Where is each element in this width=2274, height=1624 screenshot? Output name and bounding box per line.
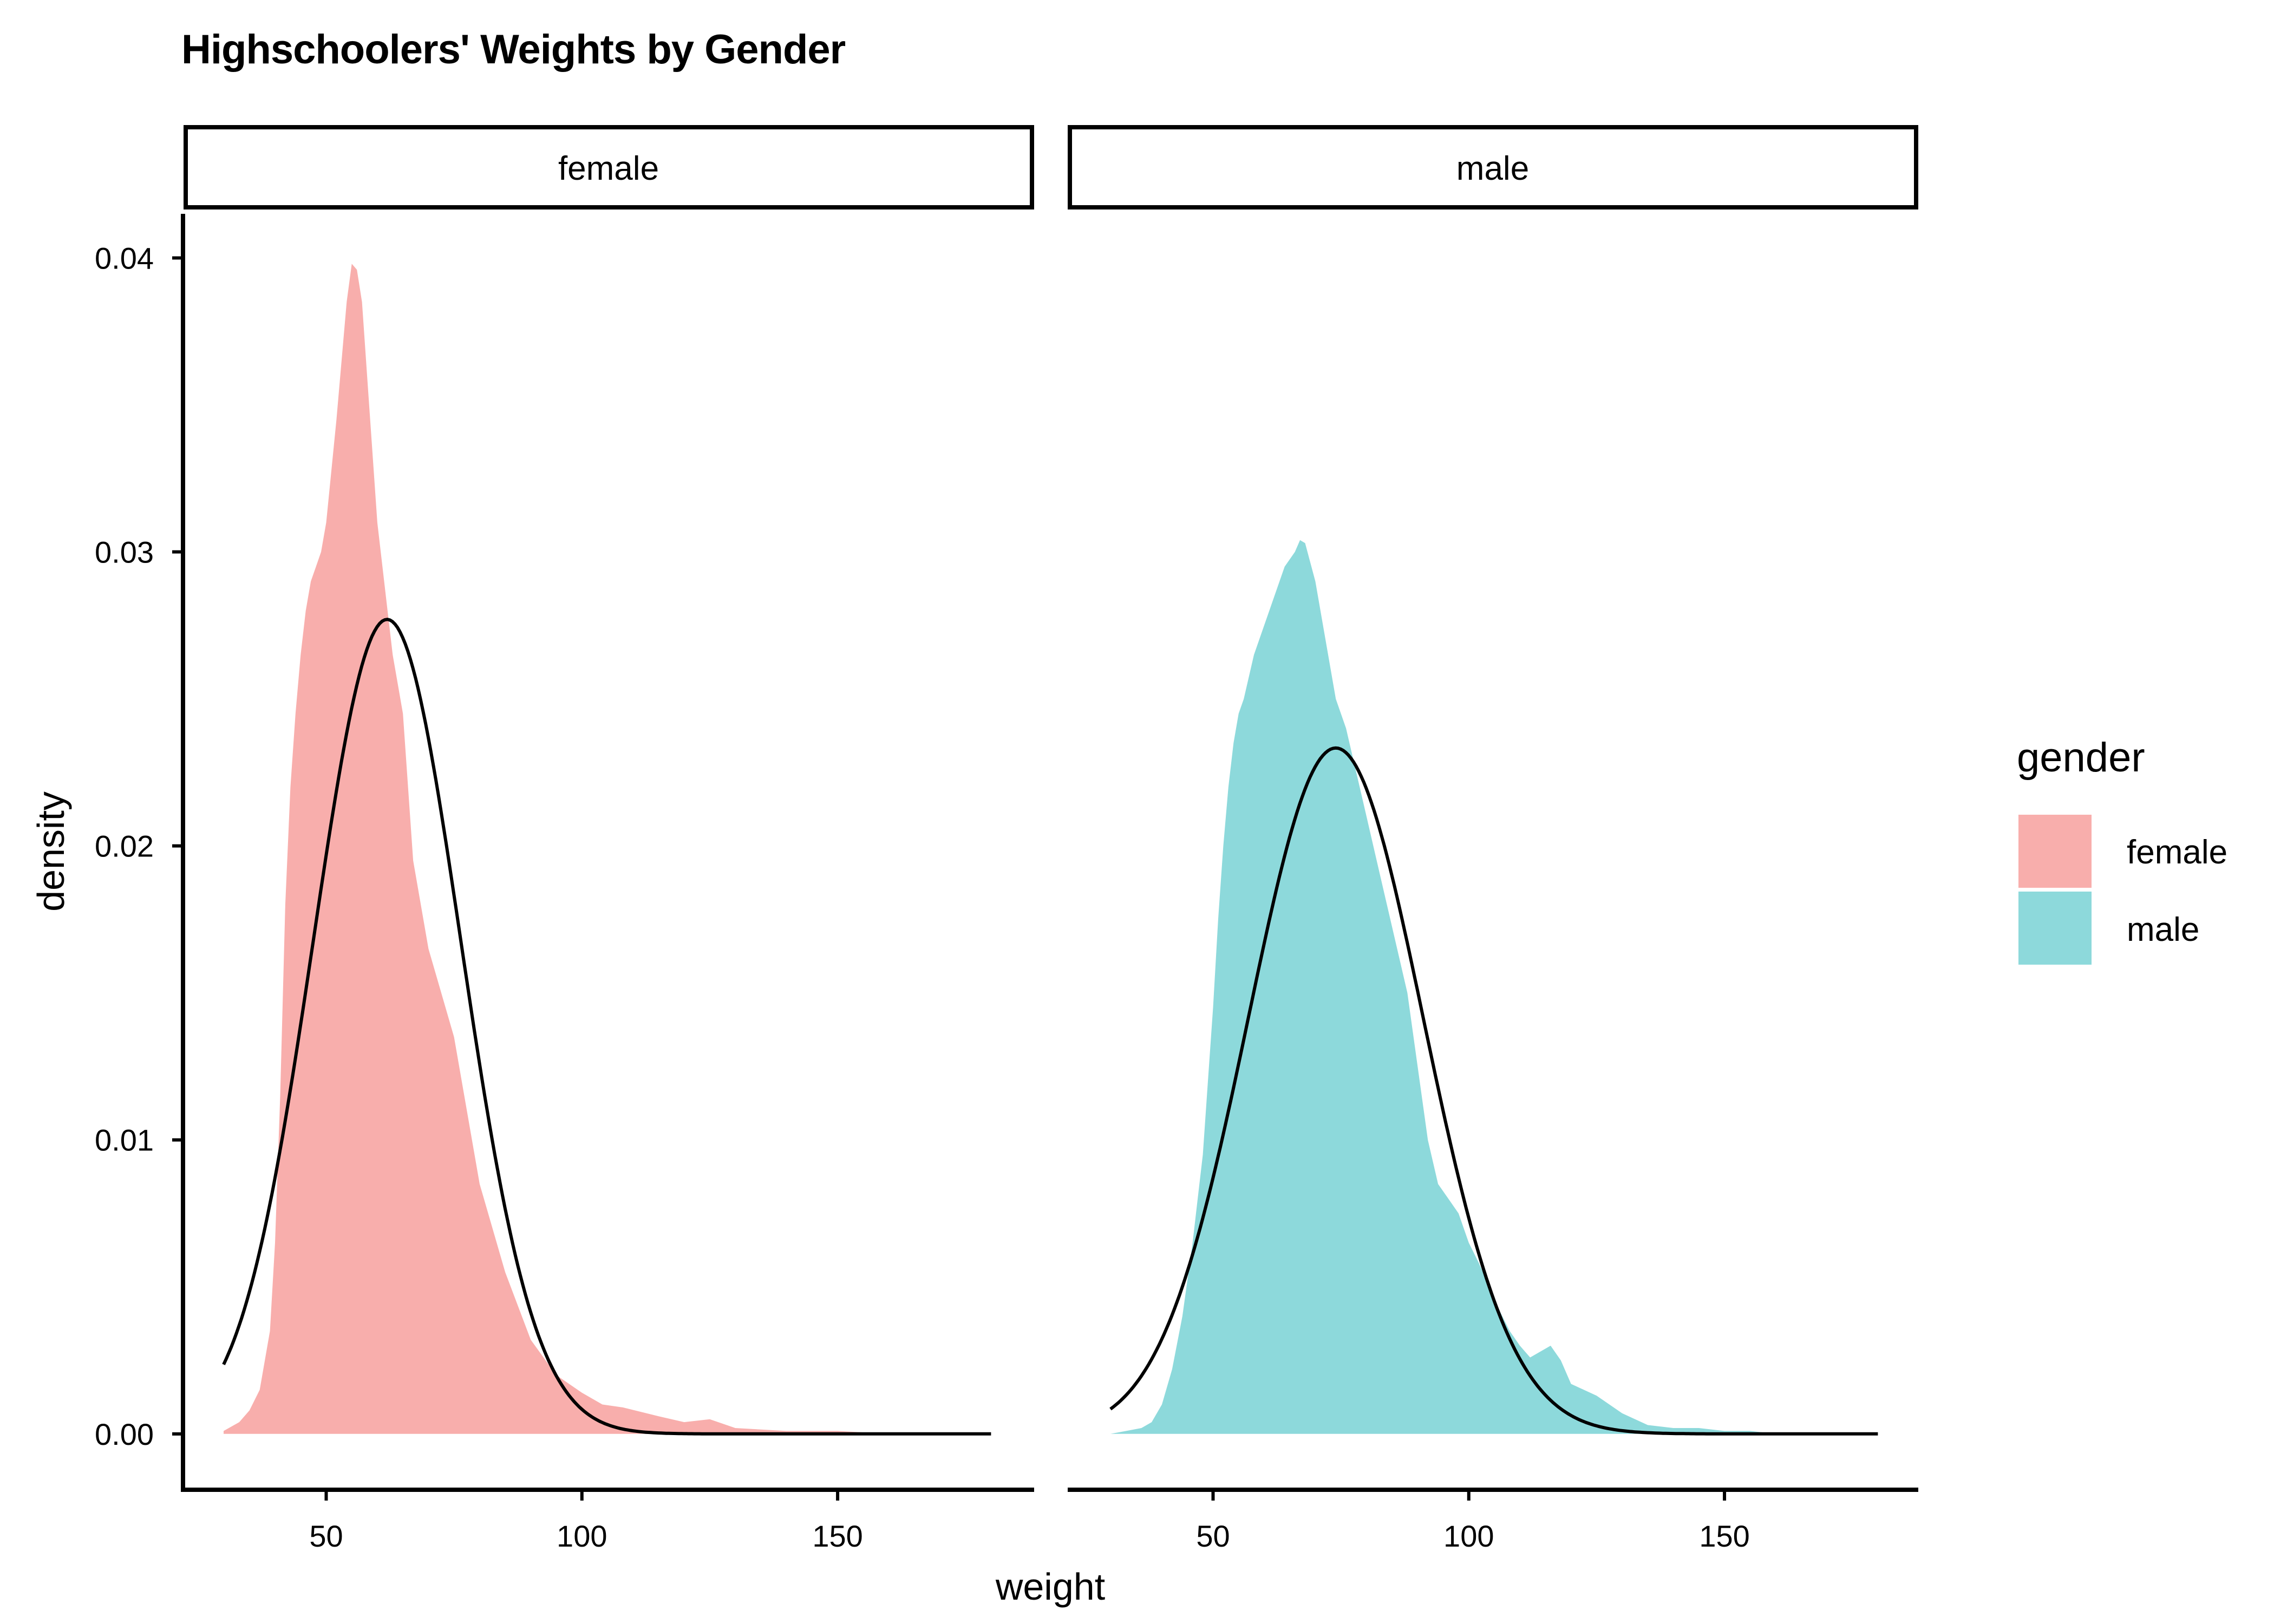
- legend-label-female: female: [2127, 834, 2227, 871]
- legend-label-male: male: [2127, 911, 2199, 948]
- x-tick-label: 50: [1196, 1519, 1230, 1553]
- panel-male: [1109, 540, 1878, 1436]
- x-axis-title: weight: [995, 1566, 1105, 1608]
- y-tick-label: 0.02: [95, 829, 154, 863]
- x-tick-label: 150: [812, 1519, 862, 1553]
- y-tick-label: 0.03: [95, 535, 154, 569]
- x-tick-label: 150: [1699, 1519, 1749, 1553]
- legend-key-male: [2018, 892, 2092, 965]
- normal-curve-female: [222, 618, 991, 1436]
- y-tick-label: 0.00: [95, 1417, 154, 1451]
- legend-key-female: [2018, 815, 2092, 888]
- y-axis-title: density: [30, 791, 72, 912]
- y-axis-ticks: 0.00 0.01 0.02 0.03 0.04: [95, 241, 183, 1451]
- density-area-female: [224, 264, 889, 1434]
- facet-strip-female: [184, 125, 1034, 209]
- panel-female: [222, 264, 991, 1436]
- facet-label-male: male: [1456, 150, 1529, 187]
- facet-label-female: female: [558, 150, 659, 187]
- facet-strip-male: [1068, 125, 1918, 209]
- chart-title: Highschoolers' Weights by Gender: [181, 27, 846, 73]
- x-tick-label: 100: [1443, 1519, 1494, 1553]
- x-tick-label: 50: [309, 1519, 343, 1553]
- x-tick-label: 100: [557, 1519, 607, 1553]
- density-area-male: [1110, 540, 1801, 1434]
- normal-curve-male: [1109, 746, 1878, 1436]
- x-axis-ticks: 50 100 150 50 100 150: [309, 1490, 1750, 1553]
- y-tick-label: 0.01: [95, 1123, 154, 1157]
- y-tick-label: 0.04: [95, 241, 154, 275]
- legend-title: gender: [2017, 735, 2145, 781]
